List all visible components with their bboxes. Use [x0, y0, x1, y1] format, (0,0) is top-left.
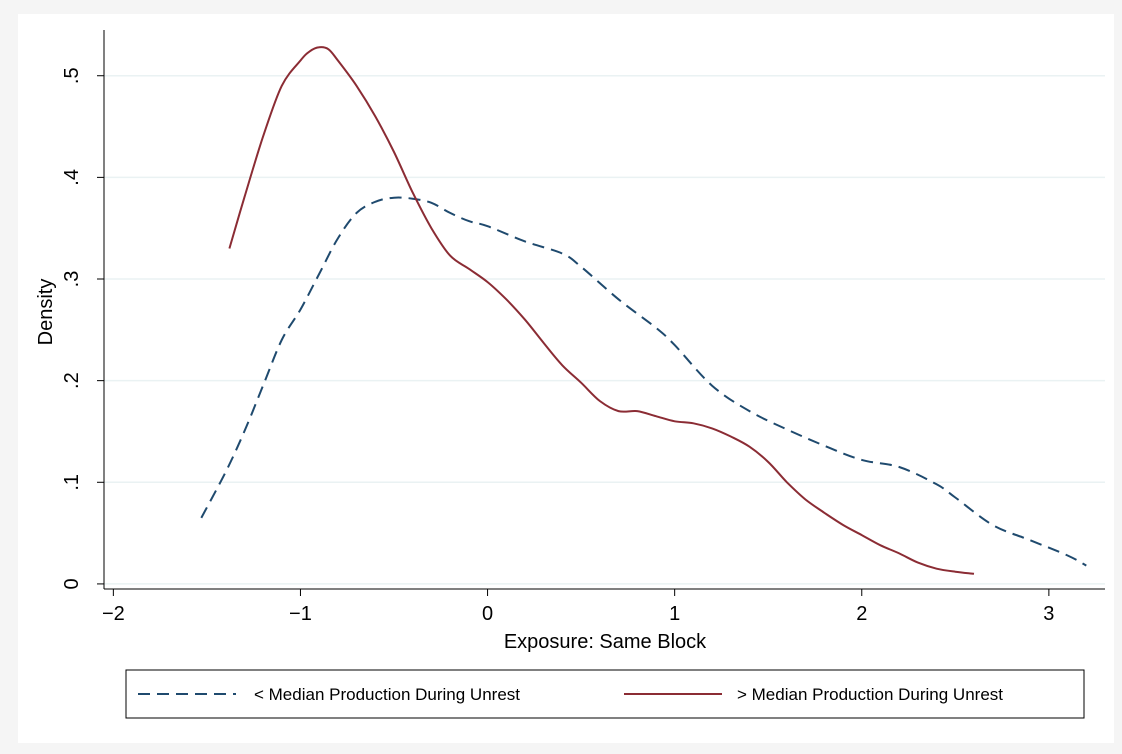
x-tick-label-5: 3: [1043, 603, 1054, 625]
legend: < Median Production During Unrest > Medi…: [125, 669, 1085, 719]
legend-label-below-median: < Median Production During Unrest: [254, 685, 520, 704]
x-axis-title: Exposure: Same Block: [504, 631, 707, 653]
y-axis-title: Density: [35, 279, 57, 346]
x-axis-ticks: −2 −1 0 1 2 3: [102, 589, 1054, 625]
y-tick-label-1: .1: [61, 474, 83, 491]
y-tick-label-3: .3: [61, 271, 83, 288]
y-tick-label-0: 0: [61, 578, 83, 589]
legend-box: [125, 669, 1085, 719]
x-tick-label-2: 0: [482, 603, 493, 625]
gridlines: [104, 74, 1105, 585]
x-tick-label-3: 1: [669, 603, 680, 625]
y-tick-label-5: .5: [61, 67, 83, 84]
series-line-0: [200, 196, 1087, 567]
x-tick-label-4: 2: [856, 603, 867, 625]
x-tick-label-0: −2: [102, 603, 125, 625]
series-layer: [200, 46, 1087, 575]
series-line-1: [228, 46, 975, 575]
y-tick-label-4: .4: [61, 169, 83, 186]
x-tick-label-1: −1: [289, 603, 312, 625]
y-axis-ticks: 0 .1 .2 .3 .4 .5: [61, 67, 104, 589]
plot-area: [104, 30, 1105, 589]
y-tick-label-2: .2: [61, 372, 83, 389]
legend-label-above-median: > Median Production During Unrest: [737, 685, 1003, 704]
